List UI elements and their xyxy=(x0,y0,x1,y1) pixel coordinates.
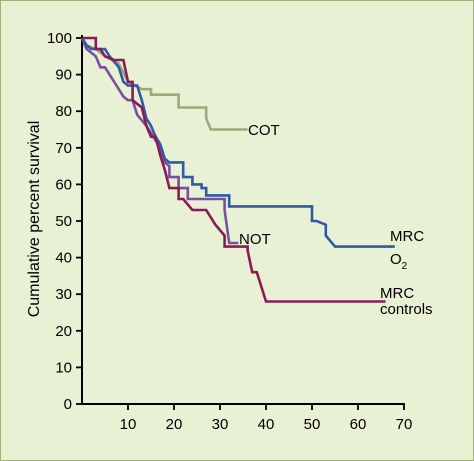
series-label-mrc-o2: MRC xyxy=(390,228,424,245)
series-label-not: NOT xyxy=(239,231,271,248)
x-tick-label: 60 xyxy=(350,416,367,433)
axis-ticks: 0 10 20 30 40 50 60 70 80 90 100 10 20 30 40 50 60 70 xyxy=(47,30,412,433)
y-tick-label: 50 xyxy=(55,213,72,230)
y-tick-label: 20 xyxy=(55,323,72,340)
y-tick-label: 90 xyxy=(55,67,72,84)
series-label-cot: COT xyxy=(248,122,280,139)
x-tick-label: 30 xyxy=(212,416,229,433)
x-tick-label: 40 xyxy=(258,416,275,433)
y-axis-label: Cumulative percent survival xyxy=(26,121,43,318)
y-tick-label: 30 xyxy=(55,286,72,303)
series-label-mrc-o2: O2 xyxy=(390,251,408,272)
series-line-mrc-o2 xyxy=(80,37,395,248)
y-tick-label: 100 xyxy=(47,30,72,47)
series-label-mrc-controls: controls xyxy=(380,301,433,318)
series-lines xyxy=(80,36,395,303)
x-tick-label: 10 xyxy=(120,416,137,433)
series-line-cot xyxy=(80,37,248,131)
y-tick-label: 0 xyxy=(64,396,72,413)
x-tick-label: 70 xyxy=(396,416,413,433)
x-tick-label: 50 xyxy=(304,416,321,433)
series-line-mrc-controls xyxy=(82,36,386,303)
x-tick-label: 20 xyxy=(166,416,183,433)
y-tick-label: 60 xyxy=(55,176,72,193)
y-tick-label: 40 xyxy=(55,250,72,267)
y-tick-label: 80 xyxy=(55,103,72,120)
series-label-mrc-controls: MRC xyxy=(380,285,414,302)
y-tick-label: 70 xyxy=(55,140,72,157)
series-line-not xyxy=(80,37,239,245)
y-tick-label: 10 xyxy=(55,359,72,376)
